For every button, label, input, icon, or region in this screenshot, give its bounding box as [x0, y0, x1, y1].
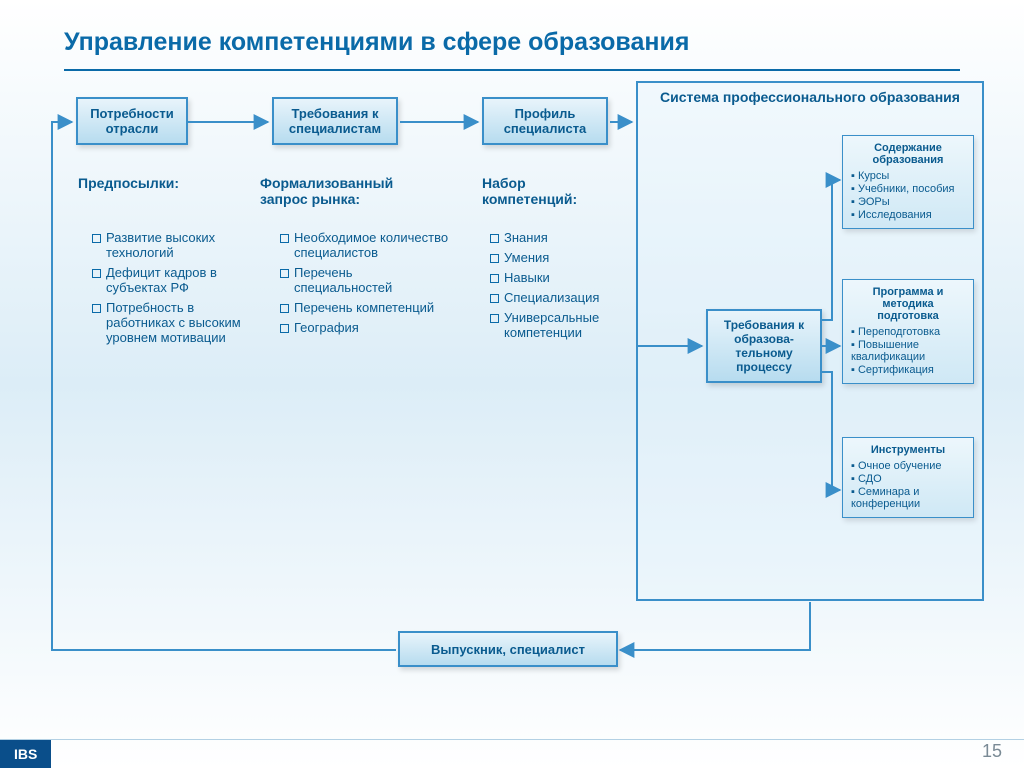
panel-content-list: Курсы Учебники, пособия ЭОРы Исследовани…: [851, 170, 965, 221]
panel-program-title: Программа и методика подготовка: [851, 286, 965, 322]
panel-tools-title: Инструменты: [851, 444, 965, 456]
footer-line: [0, 739, 1024, 740]
col1-bullets: Развитие высоких технологий Дефицит кадр…: [92, 225, 242, 350]
box-specialist-reqs: Требования к специалистам: [272, 97, 398, 145]
col2-title: Формализованный запрос рынка:: [260, 175, 420, 207]
panel-program-list: Переподготовка Повышение квалификации Се…: [851, 326, 965, 376]
col2-bullets: Необходимое количество специалистов Пере…: [280, 225, 450, 340]
education-system-title: Система профессионального образования: [638, 83, 982, 107]
col3-title: Набор компетенций:: [482, 175, 622, 207]
box-industry-needs: Потребности отрасли: [76, 97, 188, 145]
slide-title: Управление компетенциями в сфере образов…: [0, 0, 1024, 65]
box-education-process-reqs: Требования к образова-тельному процессу: [706, 309, 822, 383]
panel-tools-list: Очное обучение СДО Семинара и конференци…: [851, 460, 965, 510]
col3-bullets: Знания Умения Навыки Специализация Униве…: [490, 225, 640, 345]
box-specialist-profile: Профиль специалиста: [482, 97, 608, 145]
box-graduate: Выпускник, специалист: [398, 631, 618, 667]
panel-tools: Инструменты Очное обучение СДО Семинара …: [842, 437, 974, 518]
panel-content: Содержание образования Курсы Учебники, п…: [842, 135, 974, 229]
panel-content-title: Содержание образования: [851, 142, 965, 166]
panel-program: Программа и методика подготовка Переподг…: [842, 279, 974, 384]
logo-ibs: IBS: [0, 740, 51, 768]
col1-title: Предпосылки:: [78, 175, 179, 191]
page-number: 15: [982, 741, 1002, 762]
diagram-canvas: Потребности отрасли Требования к специал…: [0, 71, 1024, 711]
